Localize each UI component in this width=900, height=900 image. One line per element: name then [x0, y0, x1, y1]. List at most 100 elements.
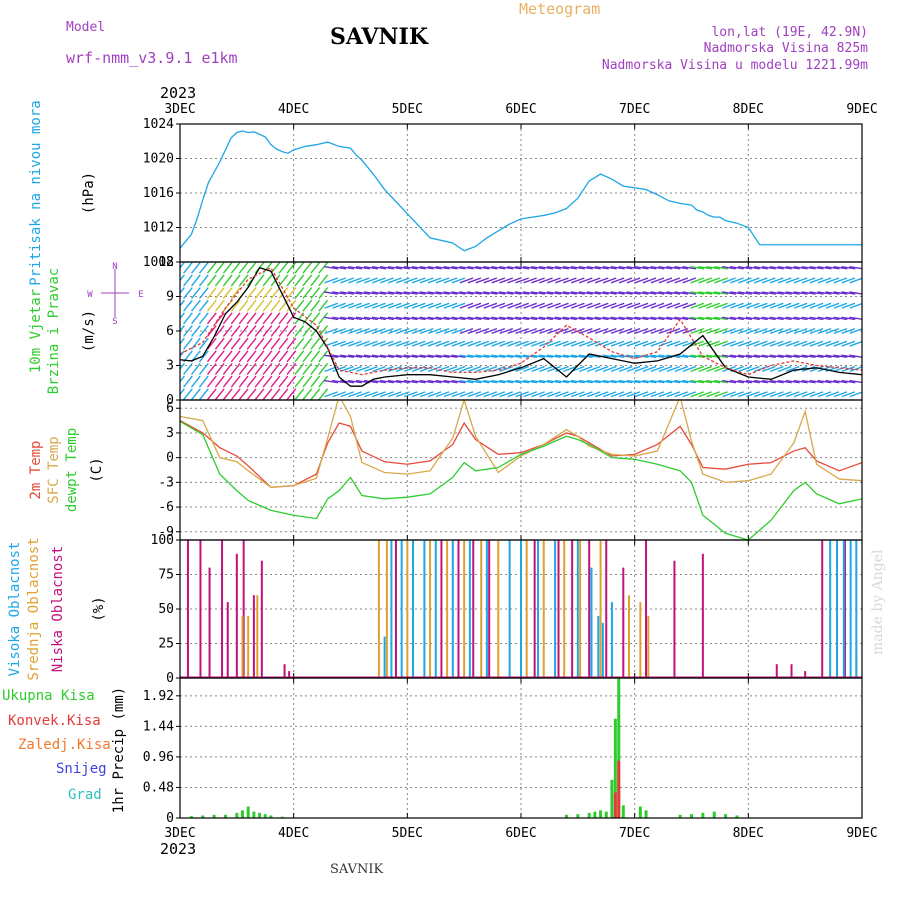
wind-barb — [507, 302, 521, 309]
wind-barb — [682, 327, 697, 335]
wind-barb — [340, 266, 355, 270]
wind-barb — [626, 340, 641, 347]
bar-precip_total — [280, 816, 284, 818]
wind-barb — [833, 391, 848, 398]
wind-barb — [451, 316, 466, 321]
wind-barb — [809, 365, 824, 373]
wind-barb — [372, 391, 386, 398]
wind-barb — [324, 266, 339, 270]
wind-barb — [674, 391, 689, 398]
wind-barb — [706, 302, 720, 309]
wind-barb — [849, 316, 862, 320]
wind-barb — [483, 391, 498, 398]
x-tick-label-top: 6DEC — [505, 102, 536, 117]
wind-barb — [507, 316, 522, 321]
footer-label: SAVNIK — [330, 862, 384, 877]
wind-barb — [626, 291, 641, 295]
elevation-label: Nadmorska Visina 825m — [703, 41, 868, 56]
wind-barb — [539, 302, 553, 309]
wind-barb — [602, 302, 617, 309]
wind-barb — [183, 363, 193, 375]
wind-barb — [270, 325, 281, 337]
wind-barb — [419, 340, 434, 347]
wind-barb — [302, 337, 313, 350]
wind-barb — [698, 266, 713, 270]
wind-barb — [395, 327, 410, 335]
wind-barb — [198, 375, 209, 388]
wind-barb — [698, 340, 712, 347]
wind-barb — [387, 316, 402, 321]
wind-barb — [475, 266, 490, 270]
wind-barb — [348, 391, 362, 398]
wind-barb — [198, 325, 209, 337]
wind-barb — [674, 340, 689, 347]
wind-barb — [714, 302, 728, 309]
wind-barb — [745, 316, 760, 321]
wind-barb — [214, 388, 225, 400]
wind-barb — [841, 266, 856, 270]
wind-barb — [722, 391, 736, 398]
bar-precip_total — [701, 812, 705, 818]
wind-barb — [594, 316, 609, 321]
wind-barb — [310, 337, 321, 350]
wind-barb — [674, 291, 689, 295]
bar-cloud_low — [557, 540, 560, 678]
wind-barb — [754, 277, 768, 284]
wind-barb — [491, 302, 506, 309]
wind-barb — [626, 365, 641, 373]
y-axis-label: 2m Temp — [28, 440, 44, 499]
wind-barb — [531, 327, 545, 335]
y-axis-label: Brzina i Pravac — [46, 268, 62, 394]
bar-cloud_low — [804, 671, 807, 678]
wind-barb — [618, 327, 633, 335]
wind-barb — [254, 350, 265, 363]
wind-barb — [340, 340, 354, 347]
wind-barb — [761, 266, 776, 270]
wind-barb — [387, 379, 402, 384]
bar-precip_total — [246, 806, 250, 818]
wind-barb — [538, 354, 554, 359]
wind-barb — [355, 291, 371, 295]
wind-barb — [246, 363, 257, 375]
bar-cloud_mid — [639, 602, 642, 678]
wind-barb — [674, 379, 689, 384]
wind-barb — [753, 266, 768, 270]
wind-barb — [555, 391, 569, 398]
bar-cloud_low — [821, 540, 824, 678]
wind-barb — [278, 325, 289, 337]
wind-barb — [666, 277, 681, 284]
wind-barb — [507, 379, 522, 384]
model-label: Model — [66, 20, 106, 35]
wind-barb — [745, 354, 760, 359]
wind-barb — [801, 316, 816, 321]
y-axis-label: (C) — [89, 457, 105, 482]
wind-barb — [183, 325, 193, 337]
y-tick-label: 25 — [158, 637, 174, 652]
wind-barb — [555, 327, 569, 335]
wind-barb — [318, 287, 329, 299]
wind-barb — [745, 379, 760, 384]
wind-barb — [379, 266, 394, 270]
y-tick-label: -9 — [158, 525, 174, 540]
y-tick-label: 1016 — [143, 186, 174, 201]
wind-barb — [379, 291, 394, 295]
wind-barb — [610, 340, 625, 347]
wind-barb — [801, 354, 816, 359]
wind-barb — [286, 350, 297, 363]
wind-barb — [515, 354, 530, 359]
wind-barb — [650, 379, 665, 384]
wind-barb — [206, 337, 217, 350]
y-tick-label: 3 — [166, 426, 174, 441]
wind-barb — [809, 327, 824, 335]
y-tick-label: 0.48 — [143, 780, 174, 795]
wind-barb — [324, 379, 339, 384]
bar-precip_total — [724, 814, 728, 818]
wind-barb — [238, 388, 249, 400]
wind-barb — [411, 340, 426, 347]
bar-cloud_mid — [446, 540, 449, 678]
wind-barb — [523, 291, 538, 295]
wind-barb — [817, 316, 832, 321]
wind-barb — [746, 302, 760, 309]
wind-barb — [594, 365, 609, 373]
wind-barb — [348, 354, 363, 359]
